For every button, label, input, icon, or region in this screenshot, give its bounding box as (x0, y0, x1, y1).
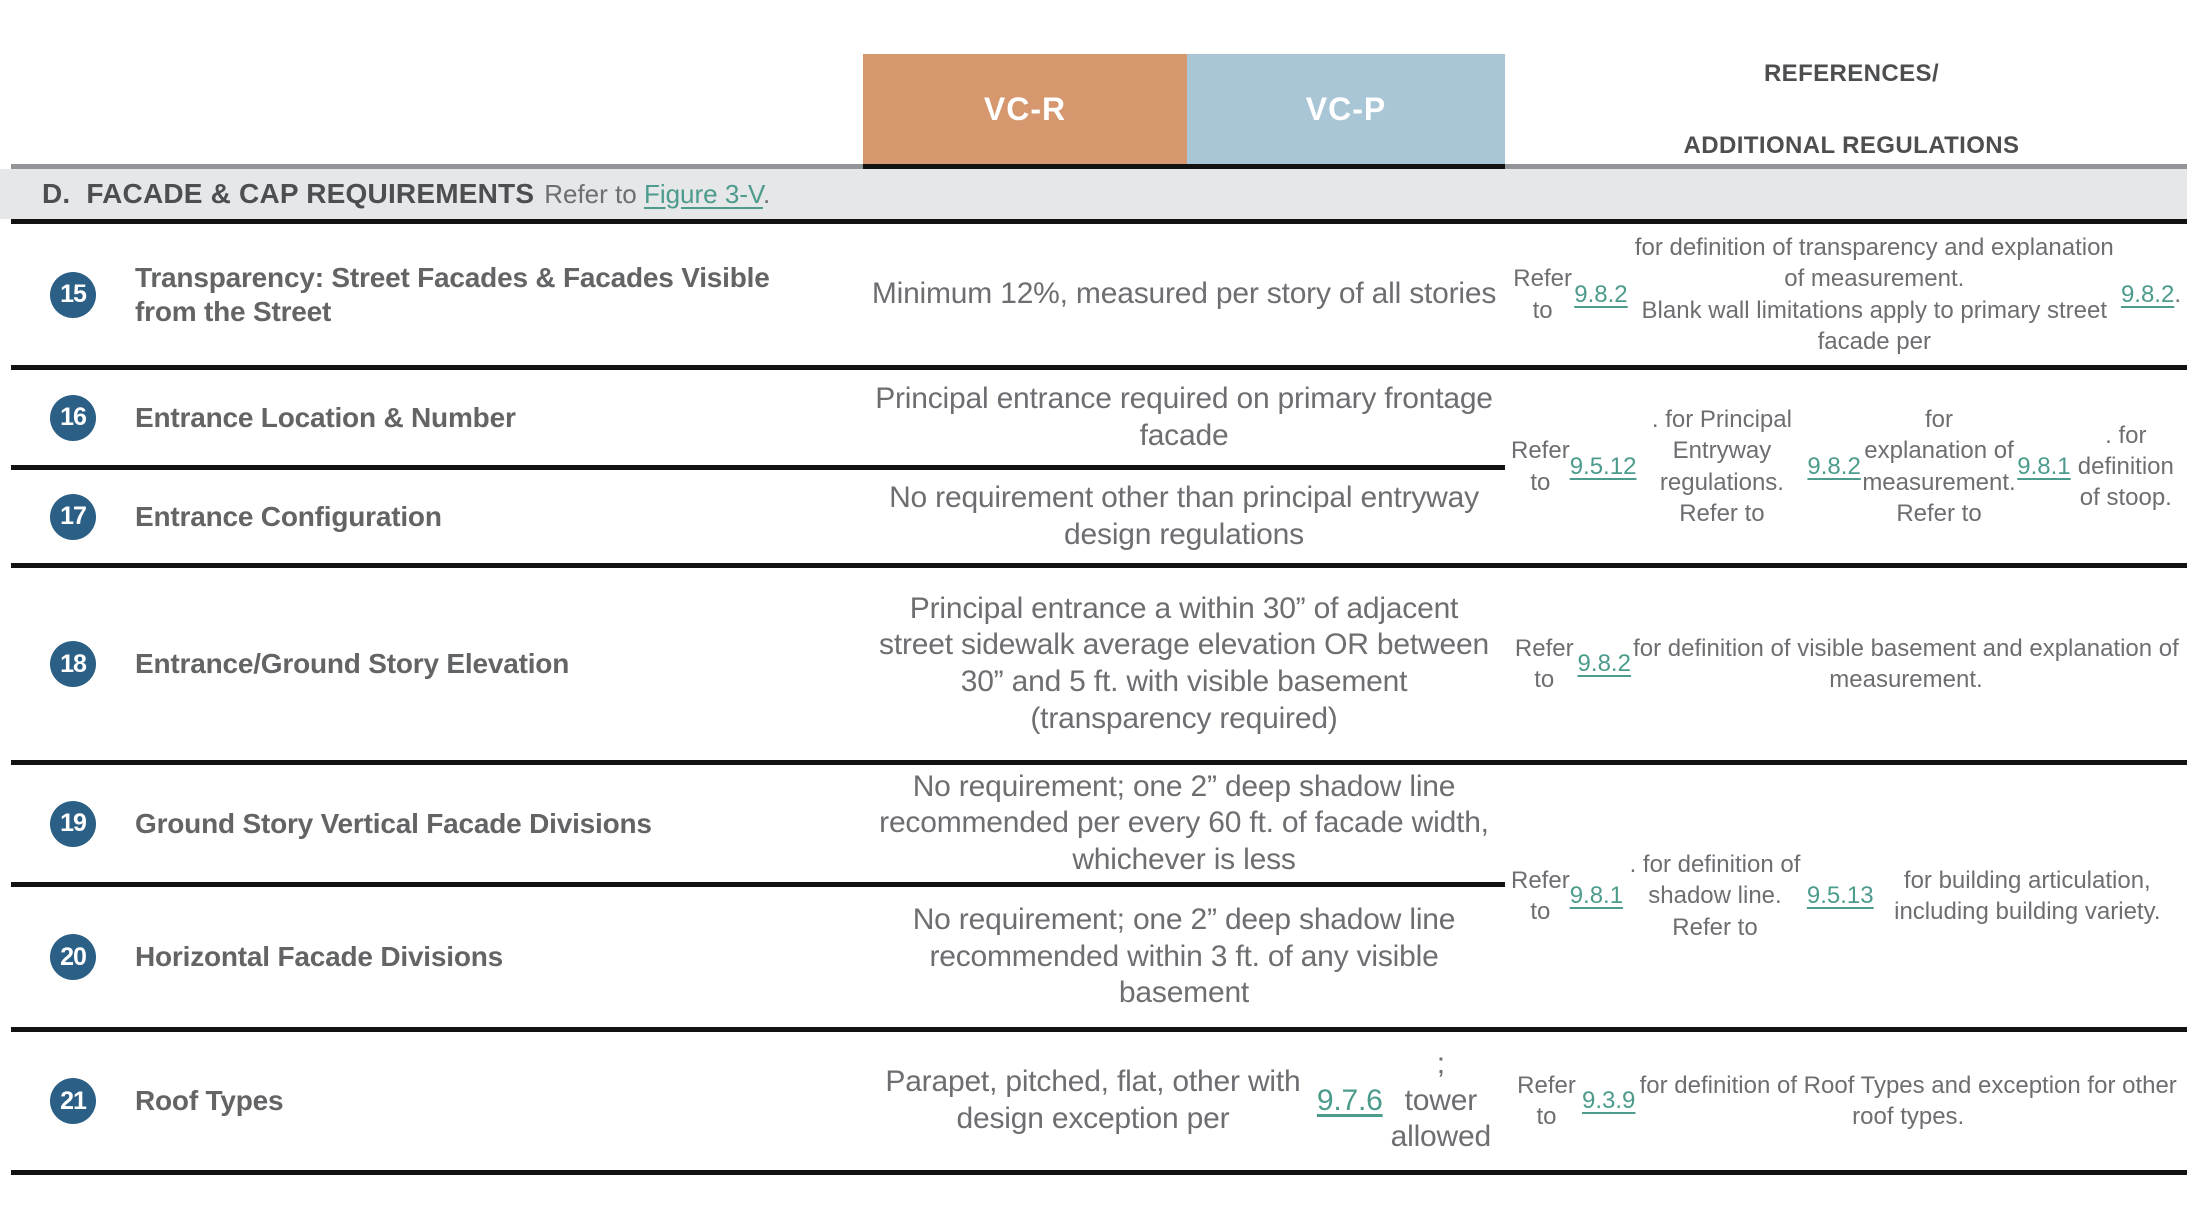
row-number-badge-17: 17 (50, 493, 96, 540)
section-reference-link[interactable]: 9.8.1 (2017, 452, 2071, 480)
row-21-label: Roof Types (135, 1085, 284, 1117)
text-segment: for definition of Roof Types and excepti… (1639, 1071, 2177, 1130)
row-number-badge-18: 18 (50, 641, 96, 687)
text-segment: . for definition of stoop. (2077, 421, 2174, 512)
row-18-requirement: Principal entrance a within 30” of adjac… (863, 568, 1505, 765)
section-divider (11, 219, 2187, 224)
row-number-badge-20: 20 (50, 934, 96, 980)
row-15-label-cell: 15 Transparency: Street Facades & Facade… (11, 224, 863, 370)
row-20-label-cell: 20 Horizontal Facade Divisions (11, 887, 863, 1032)
row-15-requirement: Minimum 12%, measured per story of all s… (863, 224, 1505, 370)
vcp-label: VC-P (1305, 91, 1387, 127)
text-segment: . (2174, 280, 2181, 308)
row-16-label: Entrance Location & Number (135, 401, 516, 433)
rows-16-17-references: Refer to 9.5.12 . for Principal Entryway … (1505, 370, 2187, 568)
text-segment: Principal entrance a within 30” of adjac… (879, 591, 1489, 735)
row-20-requirement: No requirement; one 2” deep shadow line … (863, 887, 1505, 1032)
requirements-table: 15 Transparency: Street Facades & Facade… (11, 224, 2187, 1175)
column-header-vcp: VC-P (1187, 54, 1505, 165)
text-segment: Refer to (1514, 634, 1574, 693)
section-reference-link[interactable]: 9.8.2 (2120, 280, 2175, 308)
text-segment: No requirement; one 2” deep shadow line … (912, 903, 1456, 1010)
text-segment: Refer to (1513, 265, 1572, 324)
row-16-label-cell: 16 Entrance Location & Number (11, 370, 863, 470)
section-reference-link[interactable]: 9.5.12 (1569, 452, 1637, 480)
row-17-label: Entrance Configuration (135, 500, 442, 532)
section-header-facade-cap: D. FACADE & CAP REQUIREMENTS Refer to Fi… (0, 169, 2187, 219)
column-header-references: REFERENCES/ ADDITIONAL REGULATIONS (1505, 60, 2198, 160)
row-21-label-cell: 21 Roof Types (11, 1032, 863, 1175)
rows-19-20-references: Refer to 9.8.1. for definition of shadow… (1505, 765, 2187, 1032)
text-segment: Principal entrance required on primary f… (875, 381, 1493, 452)
text-segment: ; tower allowed (1390, 1047, 1492, 1154)
row-17-label-cell: 17 Entrance Configuration (11, 470, 863, 568)
row-number-badge-19: 19 (50, 800, 96, 847)
text-segment: . for Principal Entryway regulations. Re… (1651, 406, 1792, 527)
section-reference-link[interactable]: 9.8.1 (1569, 882, 1624, 910)
row-20-label: Horizontal Facade Divisions (135, 941, 504, 973)
row-21-requirement: Parapet, pitched, flat, other with desig… (863, 1032, 1505, 1175)
text-segment: for explanation of measurement. Refer to (1862, 406, 2016, 527)
section-reference-link[interactable]: 9.8.2 (1574, 280, 1628, 308)
section-reference-link[interactable]: 9.5.13 (1806, 882, 1874, 910)
section-reference-link[interactable]: 9.8.2 (1577, 650, 1631, 678)
vcr-label: VC-R (983, 91, 1067, 127)
text-segment: . for definition of shadow line. Refer t… (1629, 851, 1801, 941)
text-segment: No requirement other than principal entr… (889, 480, 1479, 551)
row-16-requirement: Principal entrance required on primary f… (863, 370, 1505, 470)
row-number-badge-15: 15 (50, 271, 96, 318)
text-segment: Refer to (1511, 437, 1570, 496)
row-number-badge-21: 21 (50, 1078, 96, 1124)
references-header-line1: REFERENCES/ (1763, 60, 1940, 87)
text-segment: Parapet, pitched, flat, other with desig… (885, 1065, 1301, 1135)
row-18-label: Entrance/Ground Story Elevation (135, 648, 570, 680)
row-15-references: Refer to 9.8.2 for definition of transpa… (1505, 224, 2187, 370)
row-17-requirement: No requirement other than principal entr… (863, 470, 1505, 568)
section-reference-link[interactable]: 9.3.9 (1582, 1087, 1636, 1115)
row-21-references: Refer to 9.3.9 for definition of Roof Ty… (1505, 1032, 2187, 1175)
column-header-vcr: VC-R (863, 54, 1187, 165)
section-reference-link[interactable]: 9.7.6 (1316, 1083, 1383, 1117)
text-segment: Refer to (1517, 1071, 1576, 1130)
section-reference-link[interactable]: Figure 3-V (643, 178, 763, 209)
row-number-badge-16: 16 (50, 394, 96, 441)
row-19-label: Ground Story Vertical Facade Divisions (135, 807, 652, 839)
section-refer-text: Refer to Figure 3-V. (544, 179, 770, 210)
text-segment: No requirement; one 2” deep shadow line … (879, 769, 1489, 876)
header-rule-right (1505, 164, 2187, 169)
row-19-requirement: No requirement; one 2” deep shadow line … (863, 765, 1505, 887)
section-reference-link[interactable]: 9.8.2 (1807, 452, 1861, 480)
text-segment: Refer to (544, 178, 644, 209)
text-segment: for building articulation, including bui… (1894, 866, 2161, 925)
text-segment: Minimum 12%, measured per story of all s… (871, 277, 1497, 311)
section-title: D. FACADE & CAP REQUIREMENTS (42, 178, 535, 209)
row-19-label-cell: 19 Ground Story Vertical Facade Division… (11, 765, 863, 887)
header-rule-center (863, 164, 1505, 169)
text-segment: for definition of visible basement and e… (1633, 634, 2179, 693)
row-18-references: Refer to 9.8.2 for definition of visible… (1505, 568, 2187, 765)
text-segment: . (762, 178, 771, 209)
row-18-label-cell: 18 Entrance/Ground Story Elevation (11, 568, 863, 765)
header-rule-left (11, 164, 863, 169)
text-segment: Refer to (1511, 866, 1570, 925)
row-15-label: Transparency: Street Facades & Facades V… (135, 262, 770, 327)
text-segment: for definition of transparency and expla… (1634, 234, 2114, 355)
references-header-line2: ADDITIONAL REGULATIONS (1683, 132, 2020, 159)
